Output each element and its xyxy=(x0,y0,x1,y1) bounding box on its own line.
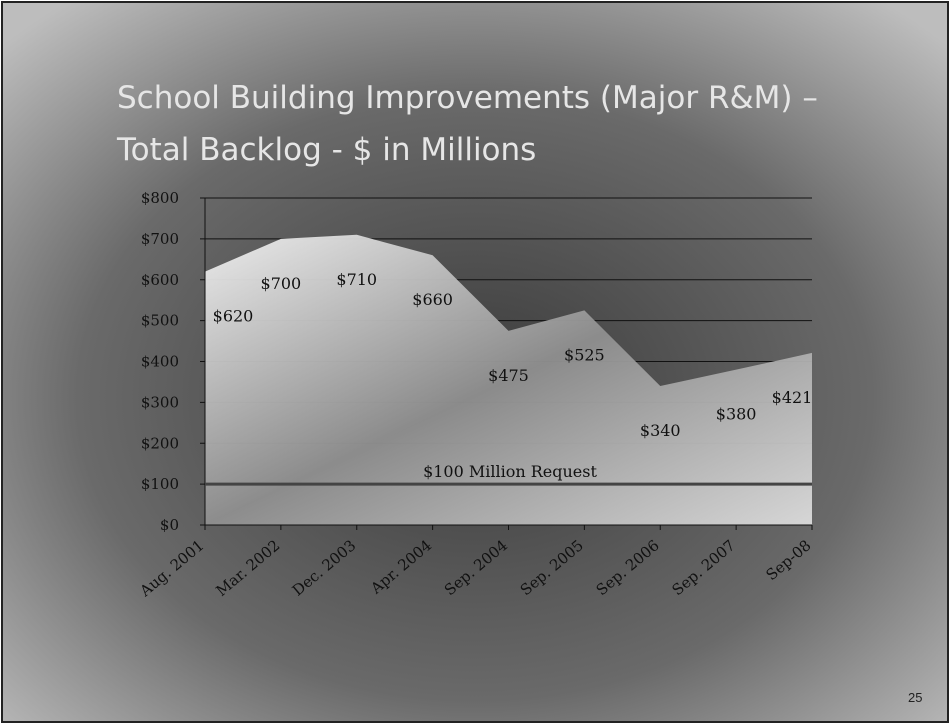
y-tick-label: $200 xyxy=(141,434,179,452)
y-tick-label: $400 xyxy=(141,353,179,371)
value-label: $710 xyxy=(336,270,377,289)
y-tick-label: $600 xyxy=(141,271,179,289)
y-tick-label: $800 xyxy=(141,189,179,207)
value-label: $620 xyxy=(213,307,254,326)
value-label: $421 xyxy=(772,388,813,407)
y-tick-label: $500 xyxy=(141,312,179,330)
value-label: $525 xyxy=(564,345,605,364)
title-line: School Building Improvements (Major R&M)… xyxy=(117,80,818,116)
reference-label: $100 Million Request xyxy=(423,462,597,481)
value-label: $340 xyxy=(640,421,681,440)
value-label: $700 xyxy=(261,274,302,293)
y-tick-label: $700 xyxy=(141,230,179,248)
area xyxy=(205,234,812,525)
y-tick-label: $0 xyxy=(160,516,179,534)
page-number: 25 xyxy=(908,690,922,705)
title-line: Total Backlog - $ in Millions xyxy=(116,132,536,168)
y-tick-label: $300 xyxy=(141,393,179,411)
value-label: $660 xyxy=(412,290,453,309)
value-label: $475 xyxy=(488,366,529,385)
value-label: $380 xyxy=(716,405,757,424)
y-tick-label: $100 xyxy=(141,475,179,493)
